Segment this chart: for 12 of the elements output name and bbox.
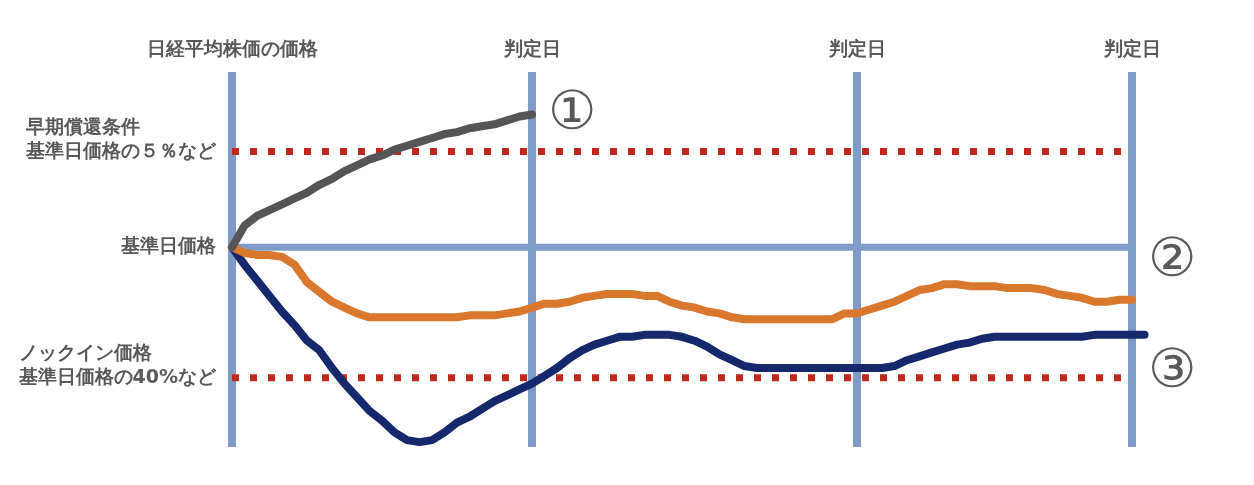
y-axis-title: 日経平均株価の価格 <box>146 36 319 59</box>
x-tick-label: 判定日 <box>827 36 886 59</box>
text: 早期償還条件 <box>25 114 140 137</box>
ref-line-label: 基準日価格の５％など <box>25 138 217 161</box>
series-label: ③ <box>1148 336 1197 400</box>
series-label: ② <box>1148 226 1197 289</box>
ref-line-label: 基準日価格の40%など <box>17 364 217 387</box>
x-tick-label: 判定日 <box>1102 36 1161 59</box>
text: ノックイン価格 <box>18 340 153 363</box>
x-tick-label: 判定日 <box>502 36 561 59</box>
series-label: ① <box>548 78 597 142</box>
ref-line-label: 基準日価格 <box>120 234 217 257</box>
